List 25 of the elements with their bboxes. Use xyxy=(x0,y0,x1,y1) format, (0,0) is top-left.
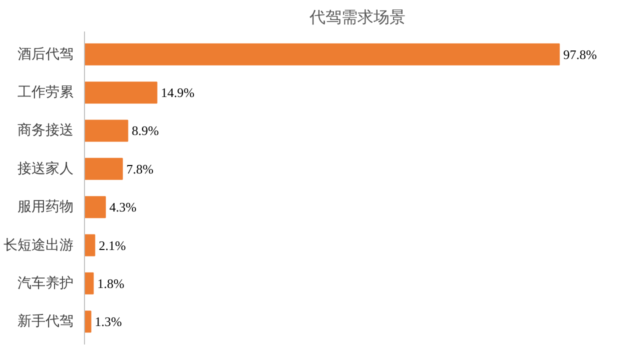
bar xyxy=(84,196,106,218)
data-label: 2.1% xyxy=(98,238,126,253)
y-tick-label: 接送家人 xyxy=(18,160,74,177)
y-tick-label: 汽车养护 xyxy=(18,275,74,292)
bar xyxy=(84,82,158,104)
data-label: 1.8% xyxy=(97,276,124,291)
data-label: 8.9% xyxy=(132,123,159,138)
y-tick-label: 酒后代驾 xyxy=(18,46,74,62)
chart-title: 代驾需求场景 xyxy=(308,8,406,26)
bar xyxy=(84,158,123,180)
bar xyxy=(84,272,94,294)
bar xyxy=(84,310,92,333)
data-label: 4.3% xyxy=(109,200,137,215)
bar xyxy=(84,43,560,66)
data-label: 7.8% xyxy=(126,161,154,176)
bar xyxy=(84,234,96,256)
y-tick-label: 长短途出游 xyxy=(4,237,74,254)
bar xyxy=(84,120,128,142)
y-tick-label: 商务接送 xyxy=(18,122,74,139)
data-label: 97.8% xyxy=(563,46,598,62)
data-label: 14.9% xyxy=(160,85,195,100)
data-label: 1.3% xyxy=(94,314,122,330)
y-tick-label: 服用药物 xyxy=(18,199,74,216)
y-tick-label: 新手代驾 xyxy=(18,314,74,330)
y-tick-label: 工作劳累 xyxy=(18,84,74,101)
